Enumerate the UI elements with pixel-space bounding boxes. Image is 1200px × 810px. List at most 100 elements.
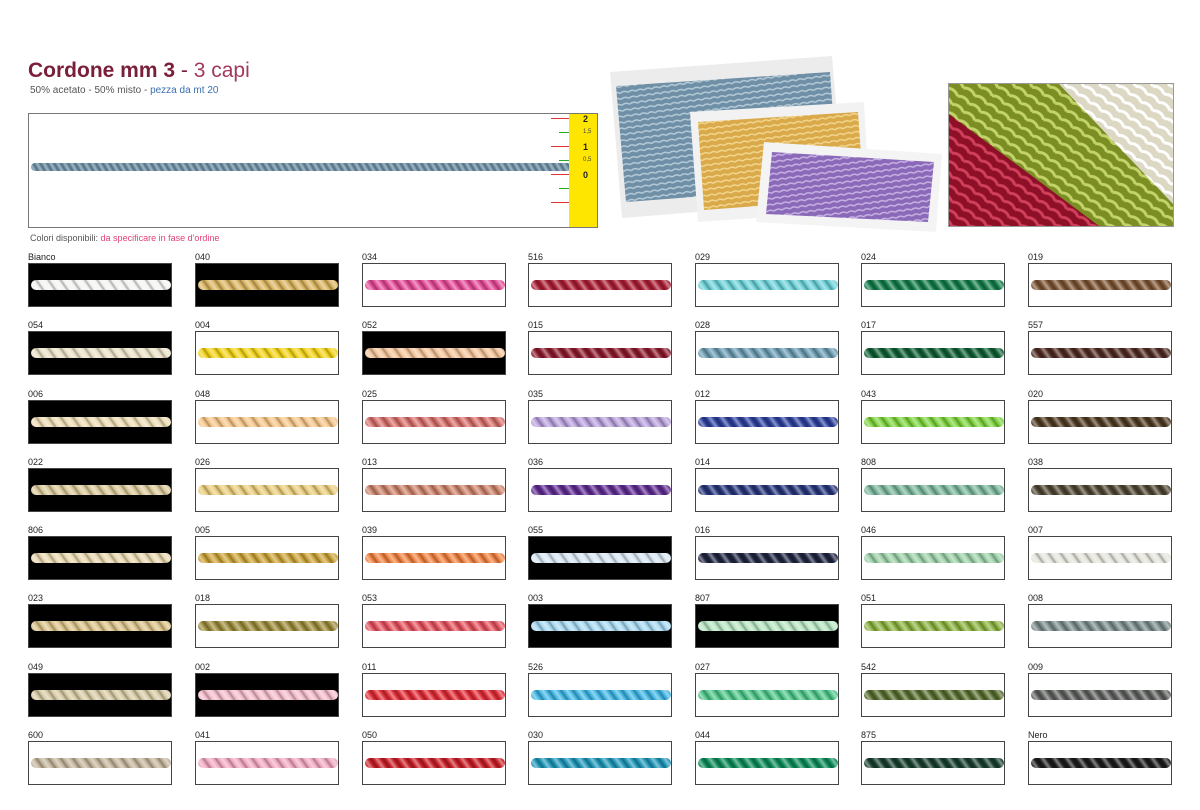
- swatch-cell[interactable]: 026: [195, 456, 339, 512]
- swatch-cell[interactable]: 542: [861, 661, 1005, 717]
- swatch-cell[interactable]: 035: [528, 388, 672, 444]
- swatch-cell[interactable]: 023: [28, 592, 172, 648]
- cord-sample: [698, 280, 838, 290]
- swatch-box: [1028, 536, 1172, 580]
- swatch-box: [695, 536, 839, 580]
- swatch-box: [1028, 741, 1172, 785]
- swatch-cell[interactable]: 007: [1028, 524, 1172, 580]
- swatch-cell[interactable]: 041: [195, 729, 339, 785]
- swatch-cell[interactable]: 013: [362, 456, 506, 512]
- swatch-cell[interactable]: 052: [362, 319, 506, 375]
- swatch-code: 034: [362, 252, 378, 262]
- cord-sample: [198, 758, 338, 768]
- swatch-box: [695, 673, 839, 717]
- cord-sample: [1031, 690, 1171, 700]
- swatch-code: 048: [195, 389, 211, 399]
- swatch-box: [1028, 400, 1172, 444]
- swatch-cell[interactable]: 051: [861, 592, 1005, 648]
- swatch-cell[interactable]: 036: [528, 456, 672, 512]
- swatch-cell[interactable]: 009: [1028, 661, 1172, 717]
- swatch-cell[interactable]: 040: [195, 251, 339, 307]
- cord-sample: [31, 690, 171, 700]
- swatch-cell[interactable]: 011: [362, 661, 506, 717]
- swatch-code: 018: [195, 593, 211, 603]
- swatch-cell[interactable]: 557: [1028, 319, 1172, 375]
- cord-sample: [864, 690, 1004, 700]
- swatch-cell[interactable]: 029: [695, 251, 839, 307]
- swatch-cell[interactable]: 806: [28, 524, 172, 580]
- swatch-box: [195, 331, 339, 375]
- cord-sample: [31, 758, 171, 768]
- title-sub: 3 capi: [193, 59, 250, 82]
- swatch-code: 016: [695, 525, 711, 535]
- swatch-cell[interactable]: 600: [28, 729, 172, 785]
- swatch-cell[interactable]: Bianco: [28, 251, 172, 307]
- swatch-cell[interactable]: 043: [861, 388, 1005, 444]
- swatch-cell[interactable]: 024: [861, 251, 1005, 307]
- swatch-cell[interactable]: 807: [695, 592, 839, 648]
- swatch-cell[interactable]: 027: [695, 661, 839, 717]
- cord-sample: [531, 758, 671, 768]
- swatch-cell[interactable]: 039: [362, 524, 506, 580]
- swatch-cell[interactable]: 526: [528, 661, 672, 717]
- swatch-cell[interactable]: 048: [195, 388, 339, 444]
- swatch-cell[interactable]: 055: [528, 524, 672, 580]
- swatch-code: 875: [861, 730, 877, 740]
- swatch-code: 038: [1028, 457, 1044, 467]
- swatch-code: 526: [528, 662, 544, 672]
- swatch-cell[interactable]: 012: [695, 388, 839, 444]
- cord-sample: [1031, 621, 1171, 631]
- cord-sample: [864, 485, 1004, 495]
- measuring-ruler: 2 1,5 1 0,5 0: [569, 114, 597, 227]
- swatch-code: 806: [28, 525, 44, 535]
- cord-sample: [365, 690, 505, 700]
- cord-sample: [198, 417, 338, 427]
- swatch-cell[interactable]: 020: [1028, 388, 1172, 444]
- swatch-cell[interactable]: 516: [528, 251, 672, 307]
- ruler-label: 2: [583, 114, 589, 124]
- swatch-cell[interactable]: 053: [362, 592, 506, 648]
- cord-sample: [365, 758, 505, 768]
- swatch-cell[interactable]: 808: [861, 456, 1005, 512]
- swatch-code: 049: [28, 662, 44, 672]
- swatch-box: [362, 331, 506, 375]
- swatch-cell[interactable]: 002: [195, 661, 339, 717]
- swatch-cell[interactable]: 022: [28, 456, 172, 512]
- swatch-cell[interactable]: 005: [195, 524, 339, 580]
- swatch-cell[interactable]: 019: [1028, 251, 1172, 307]
- swatch-cell[interactable]: 028: [695, 319, 839, 375]
- swatch-cell[interactable]: 050: [362, 729, 506, 785]
- cord-sample: [864, 348, 1004, 358]
- swatch-cell[interactable]: 003: [528, 592, 672, 648]
- swatch-box: [1028, 468, 1172, 512]
- swatch-cell[interactable]: 044: [695, 729, 839, 785]
- swatch-cell[interactable]: 046: [861, 524, 1005, 580]
- swatch-cell[interactable]: 030: [528, 729, 672, 785]
- cord-sample: [698, 621, 838, 631]
- swatch-box: [695, 263, 839, 307]
- swatch-code: 008: [1028, 593, 1044, 603]
- swatch-cell[interactable]: 054: [28, 319, 172, 375]
- swatch-cell[interactable]: 875: [861, 729, 1005, 785]
- swatch-cell[interactable]: 008: [1028, 592, 1172, 648]
- swatch-cell[interactable]: 034: [362, 251, 506, 307]
- swatch-box: [861, 536, 1005, 580]
- swatch-cell[interactable]: 038: [1028, 456, 1172, 512]
- swatch-code: 002: [195, 662, 211, 672]
- cord-sample: [531, 280, 671, 290]
- swatch-cell[interactable]: 025: [362, 388, 506, 444]
- swatch-cell[interactable]: 014: [695, 456, 839, 512]
- swatch-cell[interactable]: 049: [28, 661, 172, 717]
- swatch-cell[interactable]: Nero: [1028, 729, 1172, 785]
- swatch-cell[interactable]: 006: [28, 388, 172, 444]
- swatch-box: [195, 741, 339, 785]
- swatch-cell[interactable]: 016: [695, 524, 839, 580]
- composition-text: 50% acetato - 50% misto -: [30, 85, 151, 96]
- swatch-box: [28, 536, 172, 580]
- swatch-cell[interactable]: 004: [195, 319, 339, 375]
- swatch-code: 054: [28, 320, 44, 330]
- swatch-box: [28, 741, 172, 785]
- swatch-cell[interactable]: 018: [195, 592, 339, 648]
- swatch-cell[interactable]: 017: [861, 319, 1005, 375]
- swatch-cell[interactable]: 015: [528, 319, 672, 375]
